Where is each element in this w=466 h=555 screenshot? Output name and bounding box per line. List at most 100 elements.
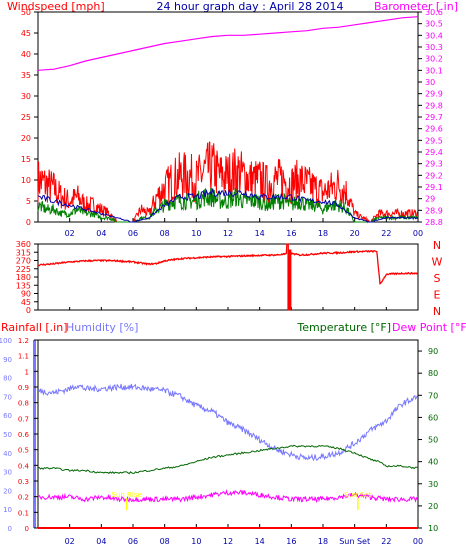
wind-y-tick-label: 10 xyxy=(21,176,31,185)
direction-y-tick-label: 0 xyxy=(26,306,31,315)
compass-label: N xyxy=(433,305,441,318)
wind-x-tick-label: 02 xyxy=(65,229,75,238)
humidity-tick-label: 70 xyxy=(3,393,12,401)
chart-title: 24 hour graph day : April 28 2014 xyxy=(157,0,344,13)
temp-y-tick-label: 40 xyxy=(428,458,438,467)
baro-y-tick-label: 29.4 xyxy=(425,148,443,157)
windspeed-axis-label: Windspeed [mph] xyxy=(7,0,105,13)
humidity-tick-label: 0 xyxy=(8,525,12,533)
average-wind-series xyxy=(37,188,419,223)
baro-y-tick-label: 29.8 xyxy=(425,101,443,110)
rain-y-tick-label: 0.8 xyxy=(18,400,29,408)
rain-y-tick-label: 0.5 xyxy=(18,447,29,455)
baro-y-tick-label: 29.7 xyxy=(425,113,443,122)
direction-y-tick-label: 315 xyxy=(16,248,31,257)
rain-x-tick-label: 16 xyxy=(286,537,296,546)
wind-y-tick-label: 50 xyxy=(21,8,31,17)
windspeed-series xyxy=(37,141,419,224)
rain-x-tick-label: 06 xyxy=(128,537,138,546)
humidity-tick-label: 60 xyxy=(3,412,12,420)
humidity-tick-label: 10 xyxy=(3,506,12,514)
rain-x-tick-label: 00 xyxy=(413,537,423,546)
rain-y-tick-label: 1 xyxy=(25,368,29,376)
wind-y-tick-label: 0 xyxy=(26,218,31,227)
compass-label: S xyxy=(434,272,441,285)
rain-x-tick-label: 08 xyxy=(160,537,170,546)
direction-y-tick-label: 225 xyxy=(16,265,31,274)
humidity-tick-label: 80 xyxy=(3,375,12,383)
humidity-tick-label: 20 xyxy=(3,487,12,495)
temp-y-tick-label: 10 xyxy=(428,524,438,533)
temp-y-tick-label: 80 xyxy=(428,369,438,378)
rain-x-tick-label: 12 xyxy=(223,537,233,546)
wind-x-tick-label: 04 xyxy=(96,229,106,238)
wind-y-tick-label: 45 xyxy=(21,29,31,38)
wind-x-tick-label: 10 xyxy=(191,229,201,238)
direction-y-tick-label: 90 xyxy=(21,290,31,299)
temp-y-tick-label: 90 xyxy=(428,347,438,356)
barometer-axis-label: Barometer [.in] xyxy=(374,0,458,13)
wind-x-tick-label: 06 xyxy=(128,229,138,238)
rain-panel-series: Sun Rise Sun Set xyxy=(37,383,419,529)
direction-y-tick-label: 360 xyxy=(16,240,31,249)
rain-x-tick-label: 10 xyxy=(191,537,201,546)
wind-x-tick-label: 14 xyxy=(255,229,265,238)
compass-label: N xyxy=(433,239,441,252)
wind-y-tick-label: 20 xyxy=(21,134,31,143)
temperature-axis-label: Temperature [°F] xyxy=(296,321,391,334)
wind-x-tick-label: 08 xyxy=(160,229,170,238)
rain-y-tick-label: 1.2 xyxy=(18,337,29,345)
temp-y-tick-label: 20 xyxy=(428,502,438,511)
wind-x-tick-label: 00 xyxy=(413,229,423,238)
baro-y-tick-label: 29.6 xyxy=(425,125,443,134)
humidity-tick-label: 40 xyxy=(3,450,12,458)
humidity-axis-label: Humidity [%] xyxy=(66,321,138,334)
rain-x-tick-label: 22 xyxy=(381,537,391,546)
gust-series xyxy=(37,187,419,223)
baro-y-tick-label: 29 xyxy=(425,195,435,204)
direction-y-tick-label: 180 xyxy=(16,273,31,282)
rain-y-tick-label: 0.4 xyxy=(18,462,30,470)
temp-y-tick-label: 30 xyxy=(428,480,438,489)
sun-event-label: Sun Rise xyxy=(112,491,142,499)
rain-y-tick-label: 0.7 xyxy=(18,415,29,423)
rain-x-tick-label: 04 xyxy=(96,537,106,546)
wind-x-tick-label: 22 xyxy=(381,229,391,238)
baro-y-tick-label: 29.2 xyxy=(425,171,443,180)
direction-y-tick-label: 270 xyxy=(16,257,31,266)
baro-y-tick-label: 29.9 xyxy=(425,90,443,99)
rain-panel-ticks: 010203040506070809010000.10.20.30.40.50.… xyxy=(0,337,438,546)
wind-x-tick-label: 12 xyxy=(223,229,233,238)
wind-panel-series xyxy=(37,16,419,224)
rain-y-tick-label: 0.2 xyxy=(18,494,29,502)
barometer-series xyxy=(37,16,419,71)
baro-y-tick-label: 30.4 xyxy=(425,31,443,40)
rain-y-tick-label: 0.1 xyxy=(18,509,29,517)
compass-label: E xyxy=(434,289,441,302)
humidity-tick-label: 30 xyxy=(3,469,12,477)
baro-y-tick-label: 30.2 xyxy=(425,55,443,64)
humidity-series xyxy=(37,383,418,462)
dewpoint-axis-label: Dew Point [°F] xyxy=(392,321,466,334)
wind-direction-spike xyxy=(287,249,292,310)
dewpoint-series xyxy=(37,488,418,504)
humidity-tick-label: 50 xyxy=(3,431,12,439)
baro-y-tick-label: 30.1 xyxy=(425,66,443,75)
temp-y-tick-label: 60 xyxy=(428,413,438,422)
wind-x-tick-label: 20 xyxy=(350,229,360,238)
rain-x-tick-label: 14 xyxy=(255,537,265,546)
baro-y-tick-label: 30.3 xyxy=(425,43,443,52)
wind-x-tick-label: 16 xyxy=(286,229,296,238)
baro-y-tick-label: 28.8 xyxy=(425,218,443,227)
compass-label: W xyxy=(432,256,443,269)
rain-y-tick-label: 0.9 xyxy=(18,384,29,392)
wind-y-tick-label: 5 xyxy=(26,197,31,206)
baro-y-tick-label: 30.5 xyxy=(425,20,443,29)
wind-y-tick-label: 35 xyxy=(21,71,31,80)
rainfall-axis-label: Rainfall [.in] xyxy=(1,321,68,334)
rain-y-tick-label: 0 xyxy=(25,525,29,533)
rain-x-tick-label: 18 xyxy=(318,537,328,546)
humidity-tick-label: 100 xyxy=(0,337,12,345)
